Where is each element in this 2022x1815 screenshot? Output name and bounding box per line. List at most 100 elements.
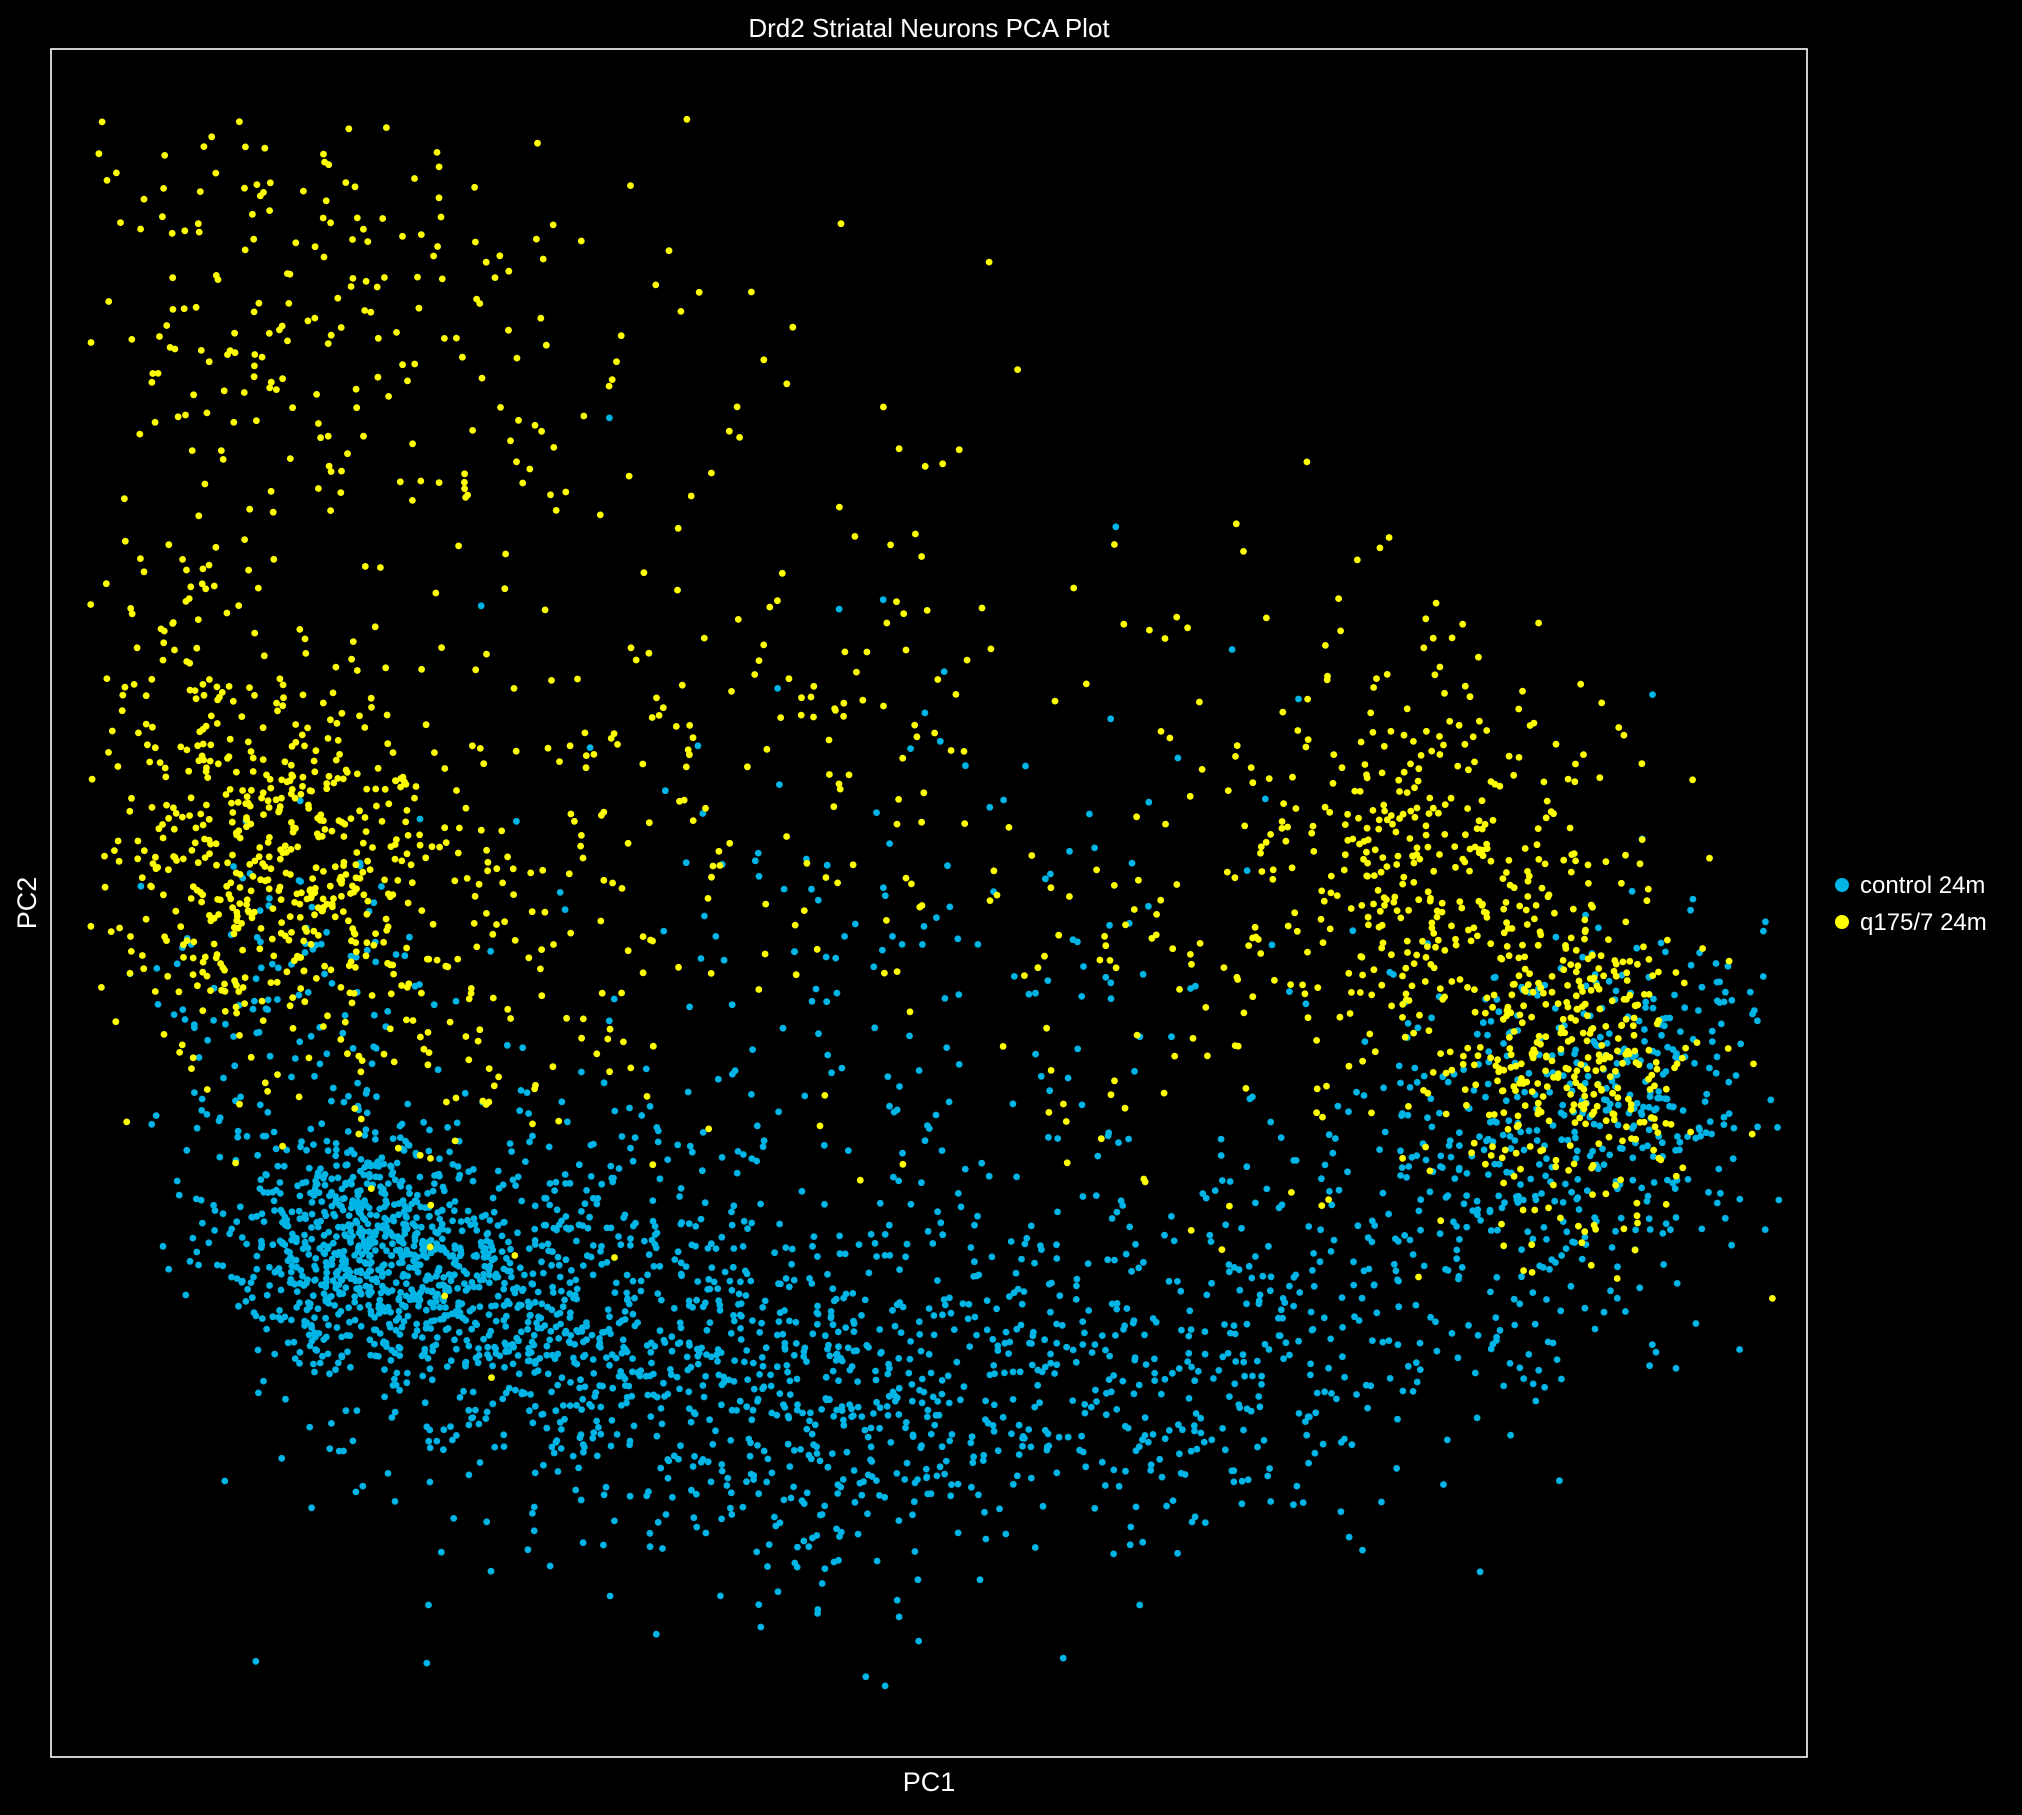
scatter-point-series-2 xyxy=(1028,852,1036,859)
scatter-point-series-1 xyxy=(589,1271,597,1279)
scatter-point-series-2 xyxy=(1364,872,1371,880)
scatter-point-series-1 xyxy=(1513,1093,1521,1101)
scatter-point-series-1 xyxy=(970,1273,978,1280)
scatter-point-series-1 xyxy=(311,1368,318,1376)
scatter-point-series-2 xyxy=(1452,863,1459,871)
scatter-point-series-1 xyxy=(1174,754,1182,762)
scatter-point-series-1 xyxy=(1411,1064,1419,1072)
scatter-point-series-1 xyxy=(1556,1477,1563,1485)
scatter-point-series-2 xyxy=(1262,838,1270,846)
scatter-point-series-1 xyxy=(1455,1164,1463,1172)
scatter-point-series-1 xyxy=(1370,1281,1378,1289)
scatter-point-series-2 xyxy=(385,800,393,808)
scatter-point-series-2 xyxy=(1454,762,1462,770)
scatter-point-series-2 xyxy=(1047,884,1055,892)
scatter-point-series-2 xyxy=(1389,820,1396,828)
scatter-point-series-1 xyxy=(342,1256,349,1264)
scatter-point-series-2 xyxy=(194,616,202,623)
scatter-point-series-2 xyxy=(240,389,248,396)
scatter-point-series-2 xyxy=(627,644,635,652)
scatter-point-series-1 xyxy=(881,1252,889,1259)
scatter-point-series-1 xyxy=(342,1181,349,1189)
scatter-point-series-2 xyxy=(1571,1119,1579,1126)
scatter-point-series-1 xyxy=(618,1349,626,1357)
scatter-point-series-1 xyxy=(1053,1241,1060,1249)
scatter-point-series-1 xyxy=(1158,1473,1166,1481)
scatter-point-series-1 xyxy=(288,1208,296,1216)
scatter-point-series-2 xyxy=(404,899,412,907)
scatter-point-series-1 xyxy=(1529,1235,1537,1243)
scatter-point-series-1 xyxy=(911,1479,919,1487)
scatter-point-series-1 xyxy=(296,1038,304,1046)
scatter-point-series-1 xyxy=(529,1419,537,1427)
scatter-point-series-2 xyxy=(324,432,332,440)
scatter-point-series-2 xyxy=(1381,901,1388,909)
scatter-point-series-1 xyxy=(1717,1189,1724,1197)
scatter-point-series-1 xyxy=(685,1297,693,1305)
scatter-point-series-2 xyxy=(87,601,95,608)
scatter-point-series-2 xyxy=(700,634,708,642)
scatter-point-series-2 xyxy=(279,375,286,383)
scatter-point-series-2 xyxy=(1648,1114,1655,1121)
scatter-point-series-2 xyxy=(813,945,821,953)
scatter-point-series-2 xyxy=(1471,758,1478,766)
scatter-point-series-1 xyxy=(388,1171,396,1178)
scatter-point-series-2 xyxy=(1404,949,1411,956)
scatter-point-series-2 xyxy=(1047,1067,1055,1074)
scatter-point-series-2 xyxy=(1111,1077,1118,1085)
scatter-point-series-2 xyxy=(491,274,499,281)
scatter-point-series-1 xyxy=(699,1129,707,1136)
scatter-point-series-1 xyxy=(137,882,145,890)
scatter-point-series-1 xyxy=(833,1406,840,1414)
scatter-point-series-1 xyxy=(895,1355,903,1362)
scatter-point-series-1 xyxy=(450,1515,458,1522)
scatter-point-series-2 xyxy=(310,757,318,765)
scatter-point-series-2 xyxy=(1516,902,1524,910)
scatter-point-series-1 xyxy=(342,1284,350,1291)
scatter-point-series-1 xyxy=(492,1317,500,1325)
scatter-point-series-2 xyxy=(443,1098,450,1106)
scatter-point-series-1 xyxy=(580,1353,587,1361)
scatter-point-series-1 xyxy=(304,1244,312,1252)
scatter-point-series-1 xyxy=(755,1490,763,1498)
scatter-point-series-2 xyxy=(1504,924,1512,932)
scatter-point-series-1 xyxy=(953,1358,961,1366)
scatter-point-series-1 xyxy=(967,1439,975,1447)
scatter-point-series-2 xyxy=(250,308,258,316)
scatter-point-series-2 xyxy=(474,1037,482,1045)
scatter-point-series-1 xyxy=(1646,1062,1654,1070)
scatter-point-series-1 xyxy=(707,1478,715,1486)
scatter-point-series-1 xyxy=(1456,1142,1463,1149)
scatter-point-series-1 xyxy=(489,1246,497,1254)
scatter-point-series-1 xyxy=(1101,1482,1109,1489)
scatter-point-series-1 xyxy=(220,1074,227,1082)
scatter-point-series-2 xyxy=(1476,717,1483,725)
scatter-point-series-2 xyxy=(1341,851,1349,859)
scatter-point-series-2 xyxy=(140,195,148,203)
scatter-point-series-1 xyxy=(543,1342,551,1350)
scatter-point-series-1 xyxy=(674,1248,682,1256)
scatter-point-series-1 xyxy=(304,1299,312,1307)
scatter-point-series-1 xyxy=(945,1399,953,1407)
scatter-point-series-1 xyxy=(436,1215,444,1223)
scatter-point-series-1 xyxy=(934,1208,941,1216)
scatter-point-series-2 xyxy=(1634,960,1641,968)
scatter-point-series-2 xyxy=(1448,634,1456,642)
scatter-point-series-2 xyxy=(177,743,185,751)
scatter-point-series-1 xyxy=(345,1221,352,1229)
scatter-point-series-1 xyxy=(317,940,325,948)
scatter-point-series-1 xyxy=(957,1203,965,1211)
scatter-point-series-2 xyxy=(101,883,109,891)
scatter-point-series-2 xyxy=(931,729,938,737)
scatter-point-series-1 xyxy=(1128,1267,1135,1275)
scatter-point-series-2 xyxy=(1218,1246,1226,1253)
scatter-point-series-1 xyxy=(1596,1122,1604,1130)
scatter-point-series-2 xyxy=(251,692,258,699)
scatter-point-series-1 xyxy=(728,1286,736,1294)
scatter-point-series-1 xyxy=(1581,1079,1589,1087)
scatter-point-series-2 xyxy=(197,888,204,896)
scatter-point-series-2 xyxy=(1303,458,1311,466)
scatter-point-series-1 xyxy=(427,1299,434,1307)
scatter-point-series-2 xyxy=(1420,1087,1427,1094)
scatter-point-series-1 xyxy=(829,1367,837,1375)
